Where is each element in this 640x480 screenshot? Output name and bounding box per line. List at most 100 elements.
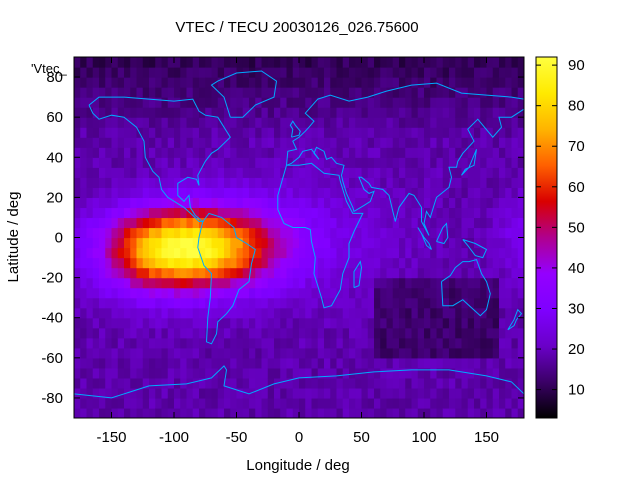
heat-cell <box>174 157 181 168</box>
heat-cell <box>205 247 213 259</box>
heat-cell <box>180 57 188 68</box>
heat-cell <box>392 157 400 168</box>
heat-cell <box>192 137 200 148</box>
heat-cell <box>411 107 419 118</box>
heat-cell <box>130 57 138 68</box>
coastline <box>507 308 523 331</box>
heat-cell <box>205 107 213 118</box>
heat-cell <box>411 407 419 418</box>
heat-cell <box>242 87 250 98</box>
heat-cell <box>517 177 524 188</box>
heat-cell <box>361 117 369 128</box>
heat-cell <box>330 237 338 249</box>
heat-cell <box>349 397 356 409</box>
heat-cell <box>355 207 363 219</box>
heat-cell <box>155 347 163 359</box>
heat-cell <box>261 377 269 389</box>
heat-cell <box>230 257 238 269</box>
heat-cell <box>286 377 294 389</box>
heat-cell <box>205 67 213 78</box>
heat-cell <box>130 77 138 88</box>
heat-cell <box>111 87 119 98</box>
heat-cell <box>174 107 181 118</box>
heat-cell <box>305 297 313 309</box>
heat-cell <box>186 357 194 369</box>
heat-cell <box>442 87 450 98</box>
heat-cell <box>405 317 413 329</box>
heat-cell <box>336 387 344 399</box>
heat-cell <box>180 347 188 359</box>
heat-cell <box>361 67 369 78</box>
heat-cell <box>417 287 425 299</box>
heat-cell <box>249 197 256 209</box>
heat-cell <box>474 277 481 289</box>
heat-cell <box>192 127 200 138</box>
heat-cell <box>174 127 181 138</box>
heat-cell <box>292 397 300 409</box>
heat-cell <box>230 57 238 68</box>
heat-cell <box>336 167 344 178</box>
heat-cell <box>217 127 225 138</box>
heat-cell <box>455 227 463 239</box>
heat-cell <box>386 67 394 78</box>
heat-cell <box>355 297 363 309</box>
heat-cell <box>380 57 388 68</box>
heat-cell <box>411 337 419 349</box>
heat-cell <box>124 297 131 309</box>
heat-cell <box>474 237 481 249</box>
heat-cell <box>186 337 194 349</box>
heat-cell <box>280 237 288 249</box>
heat-cell <box>392 187 400 198</box>
heat-cell <box>105 77 113 88</box>
heat-cell <box>424 347 431 359</box>
heat-cell <box>92 237 100 249</box>
heat-cell <box>486 57 494 68</box>
heat-cell <box>255 277 263 289</box>
heat-cell <box>361 407 369 418</box>
heat-cell <box>230 347 238 359</box>
colorbar <box>535 56 558 419</box>
heat-cell <box>355 307 363 319</box>
heat-cell <box>305 67 313 78</box>
heat-cell <box>230 247 238 259</box>
y-tick-label: 40 <box>46 149 63 166</box>
heat-cell <box>361 157 369 168</box>
heat-cell <box>149 277 156 289</box>
heat-cell <box>224 377 231 389</box>
heat-cell <box>74 387 81 399</box>
heat-cell <box>467 297 475 309</box>
heat-cell <box>180 107 188 118</box>
heat-cell <box>299 367 306 379</box>
heat-cell <box>286 317 294 329</box>
heat-cell <box>217 217 225 229</box>
heat-cell <box>399 177 406 188</box>
heat-cell <box>449 167 456 178</box>
heat-cell <box>261 157 269 168</box>
heat-cell <box>242 187 250 198</box>
heat-cell <box>486 337 494 349</box>
heat-cell <box>274 207 281 219</box>
heat-cell <box>167 207 175 219</box>
heat-cell <box>480 97 488 108</box>
heat-cell <box>299 207 306 219</box>
heat-cell <box>99 297 106 309</box>
coastline <box>441 258 491 317</box>
heat-cell <box>517 327 524 339</box>
heat-cell <box>155 67 163 78</box>
heat-cell <box>336 227 344 239</box>
heat-cell <box>449 247 456 259</box>
heat-cell <box>492 277 500 289</box>
heat-cell <box>317 287 325 299</box>
heat-cell <box>80 107 88 118</box>
heat-cell <box>436 167 444 178</box>
heat-cell <box>405 297 413 309</box>
heat-cell <box>461 97 469 108</box>
heat-cell <box>249 147 256 158</box>
heat-cell <box>386 277 394 289</box>
heat-cell <box>92 77 100 88</box>
heat-cell <box>467 337 475 349</box>
heat-cell <box>180 67 188 78</box>
heat-cell <box>205 287 213 299</box>
heat-cell <box>499 287 506 299</box>
heat-cell <box>355 127 363 138</box>
